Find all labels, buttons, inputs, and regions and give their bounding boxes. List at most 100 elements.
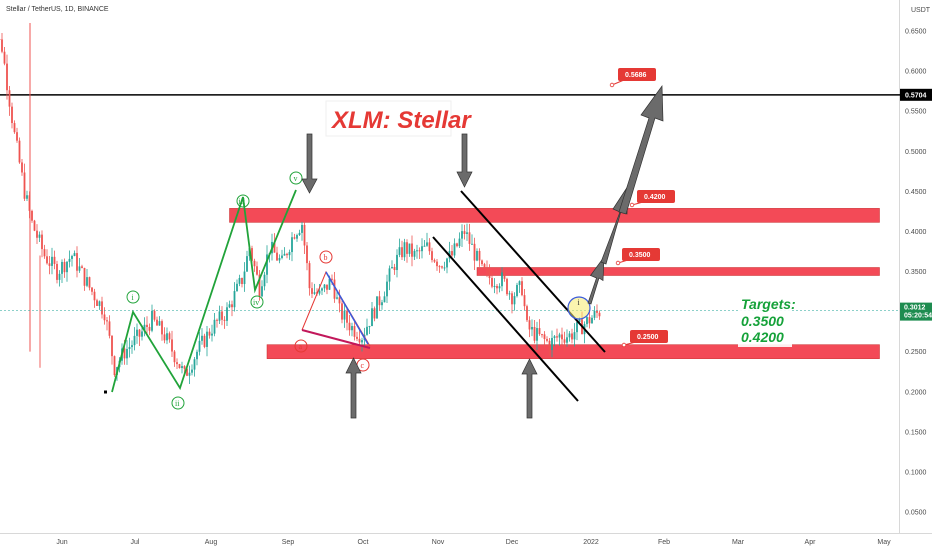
wave-label-i-new: i (578, 298, 581, 307)
y-axis: 0.6500 0.6000 0.5500 0.5000 0.4500 0.4000 0.35… (905, 29, 927, 517)
price-tag-box (618, 68, 656, 81)
candle-body (178, 364, 181, 369)
candle-body (513, 296, 516, 305)
x-tick-label: Aug (205, 539, 218, 546)
candle-body (111, 335, 113, 357)
currency-label: USDT (911, 7, 931, 14)
candle-body (296, 235, 298, 239)
candle-body (378, 296, 381, 306)
y-tick-label: 0.4000 (905, 229, 927, 236)
candle-body (511, 293, 513, 305)
candle-body (136, 329, 138, 336)
candle-body (241, 278, 243, 285)
candle-body (171, 339, 173, 352)
candle-body (238, 278, 241, 284)
candle-body (383, 296, 386, 303)
candle-body (576, 322, 578, 333)
wave-label-c: c (361, 361, 365, 370)
y-tick-label: 0.2500 (905, 349, 927, 356)
price-tag-box (622, 248, 660, 261)
candle-body (551, 337, 553, 350)
wave-label-i: i (132, 293, 135, 302)
candle-body (331, 278, 333, 280)
candle-body (128, 347, 131, 350)
candle-body (548, 340, 551, 350)
candle-body (303, 224, 306, 246)
candle-body (176, 362, 178, 365)
candle-body (478, 250, 481, 261)
candle-body (73, 253, 76, 257)
candle-body (223, 319, 226, 321)
candle-body (228, 304, 231, 308)
channel-lines (432, 190, 606, 402)
candle-body (66, 261, 68, 273)
wave-label-iii: iii (239, 197, 246, 206)
zone-1 (476, 267, 880, 276)
x-tick-label: May (877, 539, 891, 546)
candle-body (453, 243, 456, 256)
wave-label-b: b (324, 253, 328, 262)
candle-body (311, 288, 313, 294)
candle-body (491, 278, 493, 287)
candle-body (421, 246, 423, 252)
candle-body (148, 327, 151, 331)
targets-heading: Targets: (741, 296, 796, 312)
candle-body (88, 277, 91, 288)
title-box: XLM: Stellar (325, 100, 472, 137)
candle-body (23, 172, 26, 199)
candle-body (523, 295, 526, 307)
candle-body (236, 283, 238, 292)
candle-body (273, 241, 276, 253)
candle-body (108, 321, 111, 336)
candle-body (543, 334, 546, 340)
candle-body (133, 335, 136, 346)
candle-body (78, 266, 81, 271)
candle-body (361, 340, 363, 343)
candle-body (173, 351, 176, 363)
candle-body (473, 243, 476, 261)
candle-body (243, 271, 246, 285)
candle-body (278, 257, 281, 261)
y-tick-label: 0.4500 (905, 189, 927, 196)
candle-body (413, 250, 416, 257)
candle-body (351, 326, 353, 331)
candle-body (41, 234, 43, 250)
price-tag-box (637, 190, 675, 203)
candle-body (151, 310, 153, 331)
candle-body (486, 268, 488, 270)
candle-body (61, 261, 63, 274)
target-1: 0.3500 (741, 313, 784, 329)
candle-body (166, 333, 168, 341)
candle-body (46, 256, 48, 264)
candle-body (96, 300, 98, 306)
candle-body (563, 339, 566, 343)
candle-body (216, 319, 218, 321)
candle-body (76, 253, 78, 271)
candle-body (208, 331, 211, 336)
candle-body (206, 331, 208, 347)
candle-body (306, 245, 308, 264)
candle-body (301, 224, 303, 233)
symbol-header: Stellar / TetherUS, 1D, BINANCE (6, 6, 109, 13)
candle-body (381, 302, 383, 306)
candle-body (21, 162, 23, 173)
candle-body (93, 291, 96, 301)
candle-body (106, 320, 108, 322)
candle-body (416, 250, 418, 252)
candle-body (488, 269, 491, 279)
candle-body (441, 266, 443, 268)
price-tag-1: 0.4200 (644, 194, 666, 201)
candle-body (588, 317, 591, 324)
candle-body (428, 242, 431, 252)
price-tag-box (630, 330, 668, 343)
candle-body (276, 252, 278, 261)
candle-body (226, 307, 228, 321)
candle-body (593, 310, 596, 318)
candle-body (406, 242, 408, 254)
candle-body (338, 297, 341, 304)
candle-body (521, 281, 523, 296)
candle-body (83, 267, 86, 286)
candle-body (431, 251, 433, 261)
candle-body (261, 286, 263, 297)
